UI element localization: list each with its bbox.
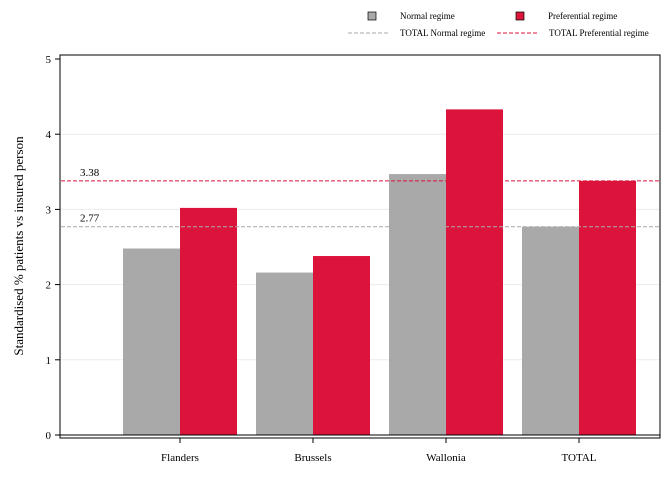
legend-label: TOTAL Normal regime: [400, 28, 485, 38]
bar-brussels-normal: [256, 272, 313, 435]
reference-line-label: 3.38: [80, 167, 100, 179]
legend: Normal regime Preferential regime TOTAL No…: [348, 11, 649, 38]
reference-lines: 2.77 3.38: [61, 167, 659, 228]
x-tick-label: TOTAL: [562, 452, 597, 464]
y-axis-title: Standardised % patients vs insured perso…: [11, 136, 26, 356]
reference-line-label: 2.77: [80, 213, 100, 225]
y-tick-label: 5: [46, 54, 52, 66]
bars: [123, 109, 636, 435]
legend-swatch-preferential: [515, 11, 525, 21]
bar-brussels-preferential: [313, 256, 370, 435]
x-tick-label: Flanders: [161, 452, 199, 464]
bar-total-normal: [522, 226, 579, 435]
bar-wallonia-normal: [389, 174, 446, 435]
y-tick-label: 2: [46, 280, 52, 292]
bar-flanders-preferential: [180, 207, 237, 435]
y-tick-label: 4: [46, 129, 52, 141]
y-axis: 0 1 2 3 4 5: [46, 54, 60, 442]
y-tick-label: 0: [46, 430, 52, 442]
bar-flanders-normal: [123, 248, 180, 435]
legend-label: Normal regime: [400, 11, 455, 21]
legend-swatch-normal: [367, 11, 377, 21]
x-tick-label: Wallonia: [426, 452, 466, 464]
legend-label: Preferential regime: [548, 11, 617, 21]
bar-wallonia-preferential: [446, 109, 503, 435]
y-tick-label: 1: [46, 355, 52, 367]
y-tick-label: 3: [46, 204, 52, 216]
x-axis: Flanders Brussels Wallonia TOTAL: [60, 434, 660, 464]
legend-label: TOTAL Preferential regime: [549, 28, 649, 38]
x-tick-label: Brussels: [294, 452, 331, 464]
bar-total-preferential: [579, 180, 636, 435]
